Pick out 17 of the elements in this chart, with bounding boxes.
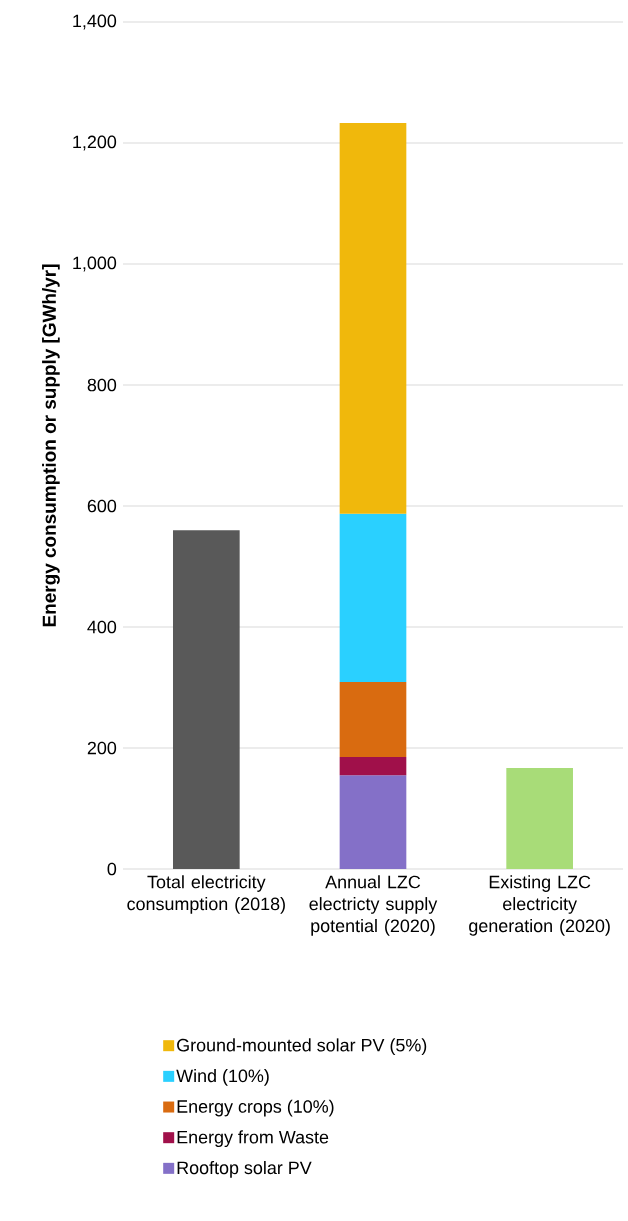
legend-label: Energy crops (10%) (177, 1099, 334, 1117)
x-tick-label: Annual LZC electricty supply potential (2020) (309, 875, 438, 936)
y-tick-label: 1,400 (73, 14, 117, 30)
y-tick-label: 0 (107, 862, 117, 876)
y-tick-label: 600 (87, 499, 117, 513)
legend-label: Energy from Waste (177, 1130, 329, 1148)
y-axis-title: Energy consumption or supply [GWh/yr] (42, 264, 60, 627)
y-tick-label: 800 (87, 378, 117, 392)
legend-label: Wind (10%) (176, 1069, 269, 1086)
legend-label: Ground-mounted solar PV (5%) (177, 1038, 427, 1056)
x-tick-label: Existing LZC electricity generation (2020) (469, 875, 610, 936)
x-tick-label: Total electricity consumption (2018) (127, 875, 285, 914)
y-tick-label: 200 (87, 741, 117, 755)
y-tick-label: 1,000 (73, 256, 117, 272)
y-tick-label: 1,200 (73, 135, 117, 151)
y-tick-label: 400 (87, 620, 117, 634)
legend-label: Rooftop solar PV (177, 1161, 312, 1178)
